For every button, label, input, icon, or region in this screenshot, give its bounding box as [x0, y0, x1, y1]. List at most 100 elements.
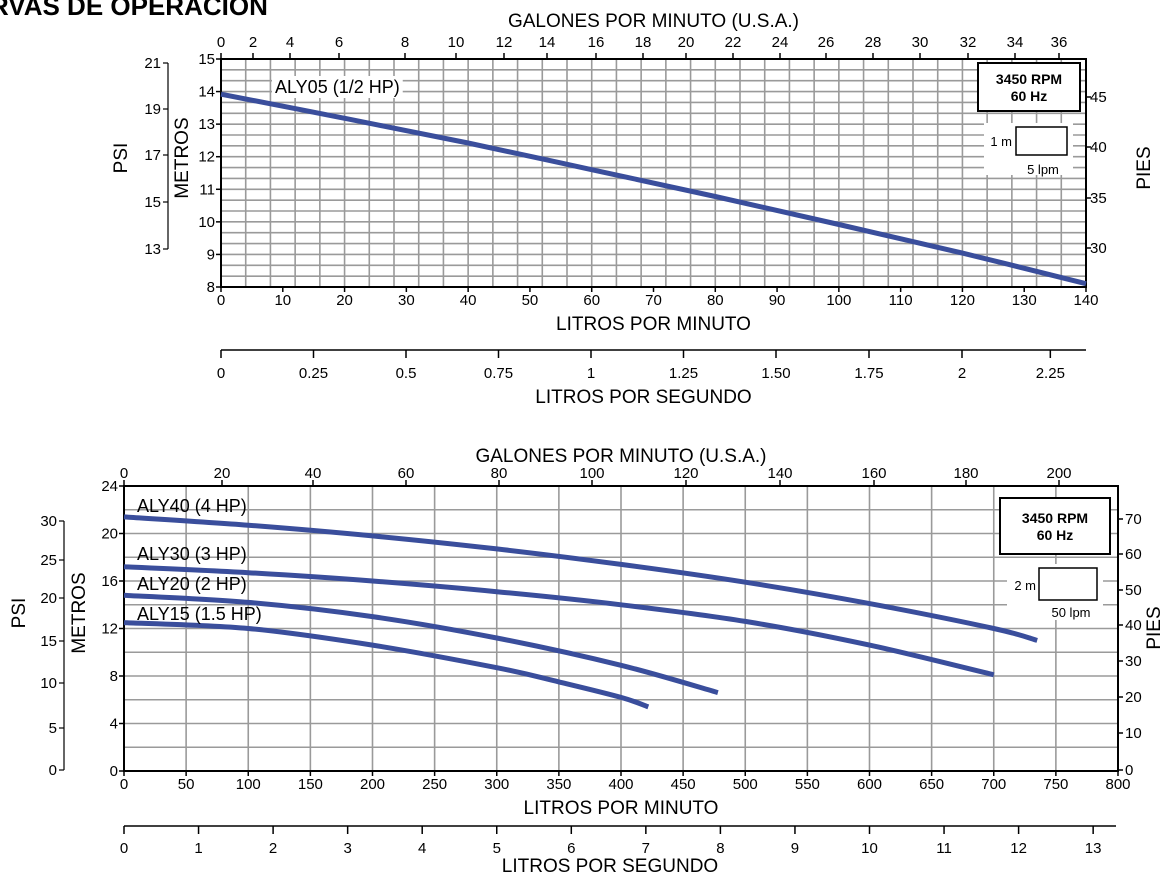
top-tick-label: 140 [767, 465, 792, 482]
y-tick-label: 11 [199, 181, 215, 198]
scale-height-label: 1 m [990, 134, 1012, 149]
top-axis-label: GALONES POR MINUTO (U.S.A.) [508, 11, 799, 32]
grid-lines [221, 59, 1086, 287]
x-tick-label: 200 [360, 776, 385, 793]
x-tick-label: 250 [422, 776, 447, 793]
top-tick-label: 18 [635, 34, 652, 51]
series-label-1: ALY40 (4 HP) [137, 496, 247, 516]
x-tick-label: 40 [460, 292, 477, 309]
x2-tick-label: 0 [120, 840, 128, 857]
y-tick-label: 12 [198, 149, 215, 166]
x2-tick-label: 2.25 [1036, 365, 1065, 382]
top-tick-label: 30 [912, 34, 929, 51]
series-line-1 [220, 91, 1087, 287]
series-label-1: ALY05 (1/2 HP) [275, 77, 400, 97]
top-tick-label: 20 [214, 465, 231, 482]
x-tick-label: 20 [336, 292, 353, 309]
x-tick-label: 650 [919, 776, 944, 793]
top-tick-label: 32 [960, 34, 977, 51]
top-tick-label: 0 [120, 465, 128, 482]
top-tick-label: 40 [305, 465, 322, 482]
x2-tick-label: 7 [642, 840, 650, 857]
x-tick-label: 750 [1043, 776, 1068, 793]
right-tick-label: 20 [1125, 689, 1142, 706]
x-tick-label: 700 [981, 776, 1006, 793]
x2-tick-label: 1.75 [854, 365, 883, 382]
x2-axis-label: LITROS POR SEGUNDO [535, 387, 751, 408]
psi-tick-label: 0 [49, 762, 57, 779]
y-tick-label: 12 [101, 621, 118, 638]
top-tick-label: 36 [1051, 34, 1068, 51]
x-tick-label: 140 [1073, 292, 1098, 309]
x2-tick-label: 0.25 [299, 365, 328, 382]
rpm-label: 3450 RPM [1022, 510, 1088, 526]
right-tick-label: 40 [1125, 617, 1142, 634]
y-tick-label: 4 [110, 716, 118, 733]
top-tick-label: 24 [772, 34, 789, 51]
x2-tick-label: 10 [861, 840, 878, 857]
x2-tick-label: 0 [217, 365, 225, 382]
page-title: RVAS DE OPERACION [0, 0, 268, 21]
x-axis-label: LITROS POR MINUTO [556, 314, 751, 335]
x-tick-label: 100 [236, 776, 261, 793]
top-tick-label: 6 [335, 34, 343, 51]
right-tick-label: 50 [1125, 582, 1142, 599]
right-tick-label: 40 [1090, 139, 1107, 156]
top-tick-label: 100 [579, 465, 604, 482]
psi-tick-label: 25 [40, 552, 57, 569]
scale-height-label: 2 m [1014, 578, 1036, 593]
x2-tick-label: 0.5 [396, 365, 417, 382]
scale-width-label: 5 lpm [1027, 162, 1059, 177]
top-tick-label: 20 [678, 34, 695, 51]
series-label-2: ALY30 (3 HP) [137, 544, 247, 564]
x2-tick-label: 12 [1010, 840, 1027, 857]
x-tick-label: 800 [1105, 776, 1130, 793]
top-tick-label: 200 [1046, 465, 1071, 482]
y-tick-label: 10 [198, 214, 215, 231]
y-axis-label-metros: METROS [69, 572, 90, 653]
rpm-label: 3450 RPM [996, 71, 1062, 87]
series-line-3 [123, 592, 719, 696]
x-tick-label: 30 [398, 292, 415, 309]
x2-tick-label: 2 [269, 840, 277, 857]
x-tick-label: 120 [950, 292, 975, 309]
x2-tick-label: 1.50 [761, 365, 790, 382]
hz-label: 60 Hz [1037, 527, 1074, 543]
psi-tick-label: 5 [49, 720, 57, 737]
x2-tick-label: 1.25 [669, 365, 698, 382]
psi-tick-label: 13 [144, 241, 161, 258]
x-tick-label: 50 [522, 292, 539, 309]
x-tick-label: 130 [1012, 292, 1037, 309]
x-tick-label: 450 [671, 776, 696, 793]
right-tick-label: 35 [1090, 190, 1107, 207]
series-label-3: ALY20 (2 HP) [137, 574, 247, 594]
top-tick-label: 160 [861, 465, 886, 482]
series-line-4 [123, 620, 650, 710]
right-tick-label: 30 [1090, 240, 1107, 257]
x2-tick-label: 13 [1085, 840, 1102, 857]
scale-width-label: 50 lpm [1051, 605, 1090, 620]
top-tick-label: 0 [217, 34, 225, 51]
top-tick-label: 120 [673, 465, 698, 482]
top-tick-label: 180 [953, 465, 978, 482]
scale-box [1015, 126, 1068, 156]
top-tick-label: 60 [398, 465, 415, 482]
x-tick-label: 10 [274, 292, 291, 309]
psi-tick-label: 10 [40, 675, 57, 692]
chart-aly-series: GALONES POR MINUTO (U.S.A.)0 20 40 60 80 100 1… [9, 446, 1165, 877]
y-tick-label: 20 [101, 526, 118, 543]
y-axis-label-psi: PSI [111, 143, 132, 174]
x-tick-label: 350 [546, 776, 571, 793]
rpm-box [977, 62, 1081, 112]
psi-tick-label: 17 [144, 147, 161, 164]
top-tick-label: 80 [491, 465, 508, 482]
x-tick-label: 110 [889, 292, 913, 309]
y-tick-label: 24 [101, 478, 118, 495]
y-tick-label: 0 [110, 763, 118, 780]
x-tick-label: 80 [707, 292, 724, 309]
right-tick-label: 0 [1125, 762, 1133, 779]
top-tick-label: 14 [539, 34, 556, 51]
x-tick-label: 0 [120, 776, 128, 793]
top-tick-label: 34 [1007, 34, 1024, 51]
y-tick-label: 13 [198, 116, 215, 133]
